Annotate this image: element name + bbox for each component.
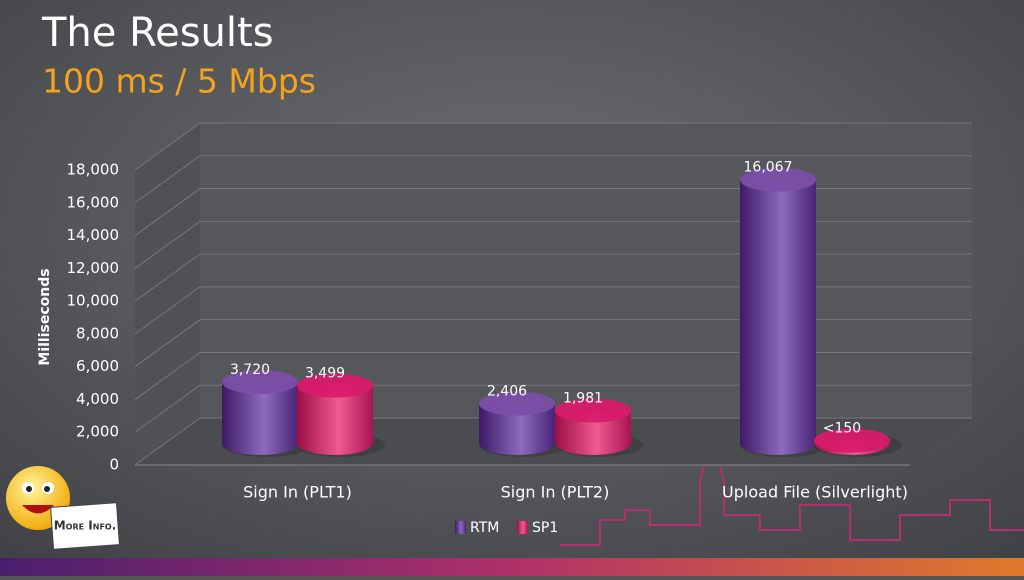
y-axis-title: Milliseconds: [37, 268, 53, 365]
cylinder-top: [479, 391, 555, 416]
y-tick-label: 4,000: [76, 390, 119, 408]
y-tick-label: 12,000: [67, 259, 120, 277]
grid-line: [134, 122, 972, 171]
cylinder-top: [222, 370, 298, 395]
x-tick-label: Sign In (PLT1): [243, 483, 352, 502]
more-info-label[interactable]: More Info.: [54, 519, 117, 533]
legend-swatch: [455, 521, 466, 534]
y-tick-label: 6,000: [76, 357, 119, 375]
x-tick-label: Sign In (PLT2): [501, 483, 610, 502]
chart-side-wall: [135, 123, 200, 465]
more-info-button[interactable]: More Info.: [6, 466, 120, 550]
cylinder: [740, 167, 828, 457]
cylinder: [479, 391, 567, 457]
y-tick-label: 2,000: [76, 423, 119, 441]
value-label: 1,981: [563, 391, 603, 407]
grid-line: [134, 384, 972, 433]
value-label: 2,406: [487, 384, 527, 400]
cylinder-body: [555, 410, 631, 455]
y-tick-label: 16,000: [67, 193, 120, 211]
cylinder: [814, 428, 902, 457]
skyline: [560, 436, 1024, 546]
grid-line: [134, 319, 972, 368]
cylinder: [222, 370, 310, 457]
slide-subtitle: 100 ms / 5 Mbps: [42, 62, 316, 101]
info-card: [50, 502, 120, 550]
cylinder-body: [479, 403, 555, 455]
cylinder: [555, 398, 643, 457]
y-tick-label: 0: [109, 456, 119, 474]
grid-line: [134, 253, 972, 302]
grid-line: [134, 220, 972, 269]
cylinder-top: [555, 398, 631, 423]
cylinder-body: [297, 385, 373, 455]
y-tick-label: 18,000: [67, 161, 120, 179]
value-label: 16,067: [744, 160, 793, 176]
grid-line: [134, 188, 972, 236]
footer-stripe: [0, 558, 1024, 576]
cylinder-top: [814, 428, 890, 453]
cylinder-body: [740, 179, 816, 455]
cylinder: [297, 373, 385, 457]
y-tick-label: 8,000: [76, 324, 119, 342]
grid-line: [134, 155, 972, 204]
cylinder-top: [297, 373, 373, 398]
chart-back-wall: [200, 123, 972, 418]
y-tick-label: 14,000: [67, 226, 120, 244]
value-label: 3,499: [305, 366, 345, 382]
value-label: 3,720: [230, 362, 270, 378]
grid-line: [134, 351, 972, 400]
legend-label: RTM: [470, 520, 499, 536]
y-tick-label: 10,000: [67, 292, 120, 310]
x-tick-label: Upload File (Silverlight): [722, 483, 908, 502]
cylinder-body: [222, 382, 298, 455]
grid-line: [134, 417, 972, 466]
value-label: <150: [823, 421, 861, 437]
slide-title: The Results: [41, 10, 274, 56]
legend-swatch: [517, 521, 528, 534]
cylinder-top: [740, 167, 816, 192]
grid-line: [134, 286, 972, 335]
legend-label: SP1: [532, 520, 558, 536]
